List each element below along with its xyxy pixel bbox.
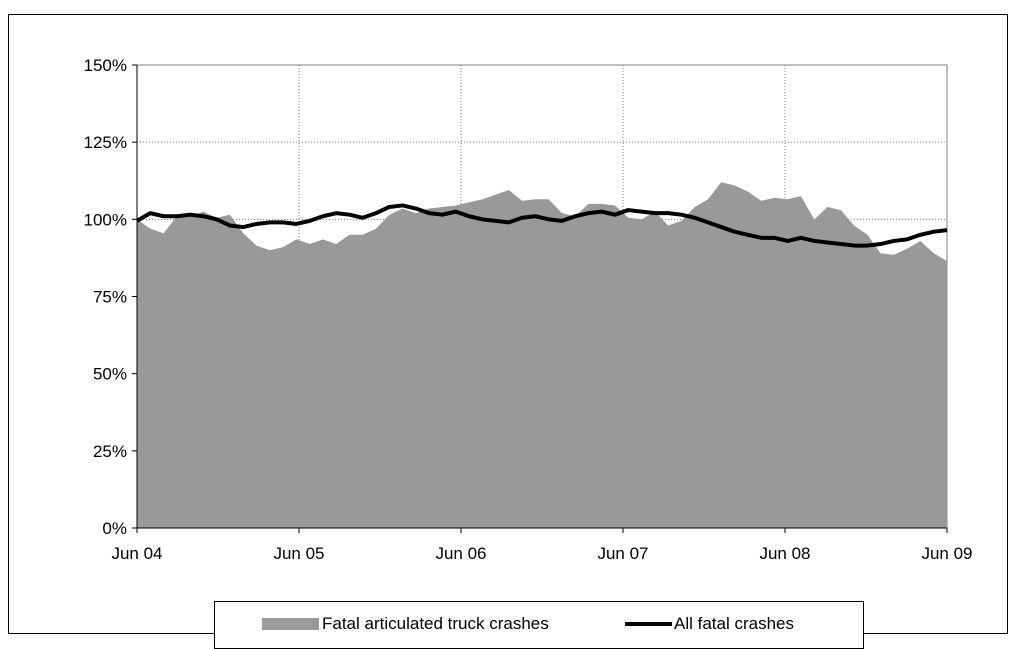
legend-swatch-line <box>625 622 672 626</box>
y-tick-label: 150% <box>84 56 127 75</box>
legend: Fatal articulated truck crashes All fata… <box>214 601 864 649</box>
x-tick-label: Jun 05 <box>273 544 324 563</box>
legend-label-area: Fatal articulated truck crashes <box>322 614 549 633</box>
x-tick-label: Jun 06 <box>435 544 486 563</box>
x-tick-label: Jun 09 <box>921 544 972 563</box>
chart-svg: 0% 25% 50% 75% 100% 125% 150% Jun 04 Jun 05 Jun 0… <box>84 56 973 563</box>
y-tick-label: 75% <box>93 288 127 307</box>
series-line-all-fatal-crashes <box>135 203 948 248</box>
chart-frame: 0% 25% 50% 75% 100% 125% 150% Jun 04 Jun 05 Jun 0… <box>8 14 1008 649</box>
x-tick-label: Jun 04 <box>111 544 162 563</box>
series-area-fatal-articulated-truck-crashes <box>137 182 947 529</box>
x-tick-label: Jun 08 <box>759 544 810 563</box>
x-tick-label: Jun 07 <box>597 544 648 563</box>
legend-swatch-area <box>262 618 319 630</box>
y-tick-label: 100% <box>84 210 127 229</box>
legend-label-line: All fatal crashes <box>674 614 794 633</box>
y-tick-label: 125% <box>84 133 127 152</box>
legend-item-area: Fatal articulated truck crashes <box>262 614 549 634</box>
y-tick-label: 25% <box>93 442 127 461</box>
y-tick-label: 0% <box>102 519 127 538</box>
y-tick-label: 50% <box>93 365 127 384</box>
legend-item-line: All fatal crashes <box>625 614 794 634</box>
